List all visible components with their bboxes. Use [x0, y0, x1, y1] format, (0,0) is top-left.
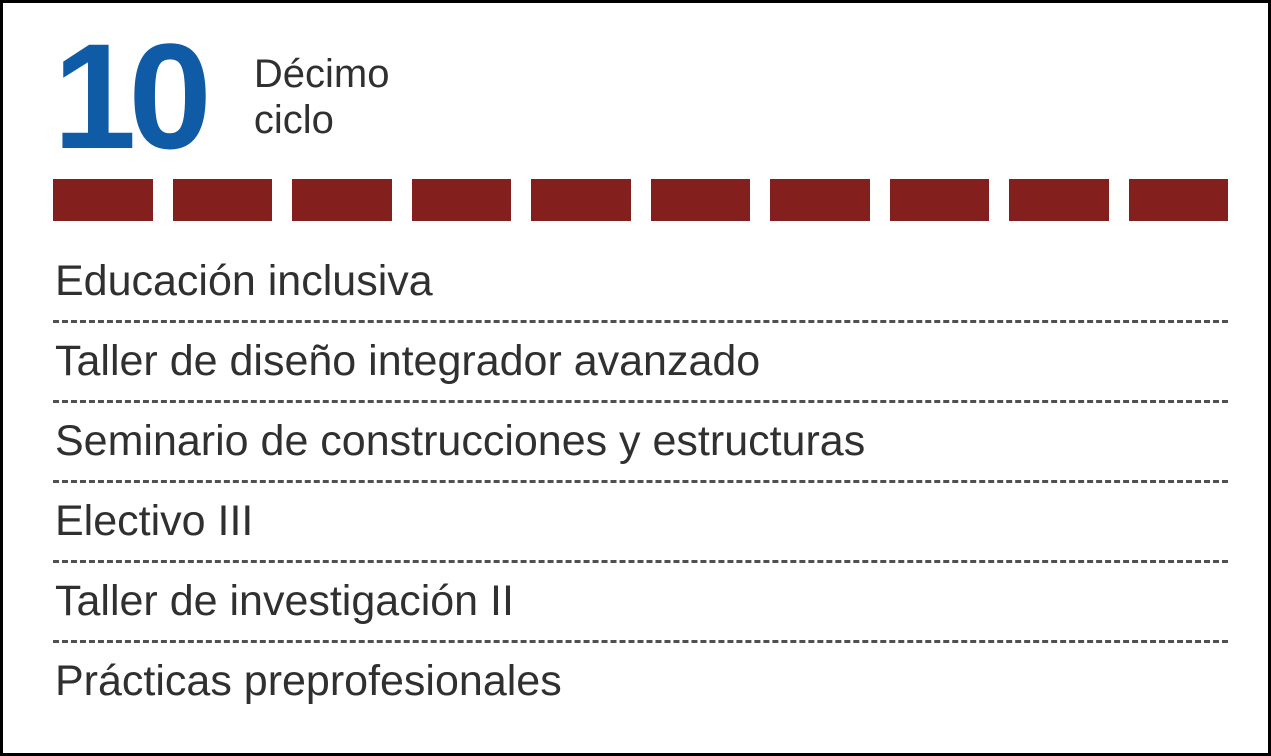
- course-item: Taller de investigación II: [53, 563, 1228, 643]
- course-list: Educación inclusivaTaller de diseño inte…: [53, 243, 1228, 720]
- progress-bars: [53, 179, 1228, 221]
- course-item: Taller de diseño integrador avanzado: [53, 323, 1228, 403]
- progress-bar-segment: [53, 179, 153, 221]
- progress-bar-segment: [1009, 179, 1109, 221]
- cycle-number: 10: [53, 33, 204, 161]
- progress-bar-segment: [531, 179, 631, 221]
- progress-bar-segment: [770, 179, 870, 221]
- course-item: Electivo III: [53, 483, 1228, 563]
- course-item: Seminario de construcciones y estructura…: [53, 403, 1228, 483]
- cycle-card: 10 Décimo ciclo Educación inclusivaTalle…: [0, 0, 1271, 756]
- course-item: Prácticas preprofesionales: [53, 643, 1228, 720]
- cycle-label-line2: ciclo: [254, 98, 334, 142]
- progress-bar-segment: [651, 179, 751, 221]
- progress-bar-segment: [412, 179, 512, 221]
- progress-bar-segment: [173, 179, 273, 221]
- cycle-label: Décimo ciclo: [254, 51, 390, 143]
- course-item: Educación inclusiva: [53, 243, 1228, 323]
- card-header: 10 Décimo ciclo: [53, 33, 1228, 161]
- progress-bar-segment: [1129, 179, 1229, 221]
- progress-bar-segment: [890, 179, 990, 221]
- progress-bar-segment: [292, 179, 392, 221]
- cycle-label-line1: Décimo: [254, 52, 390, 96]
